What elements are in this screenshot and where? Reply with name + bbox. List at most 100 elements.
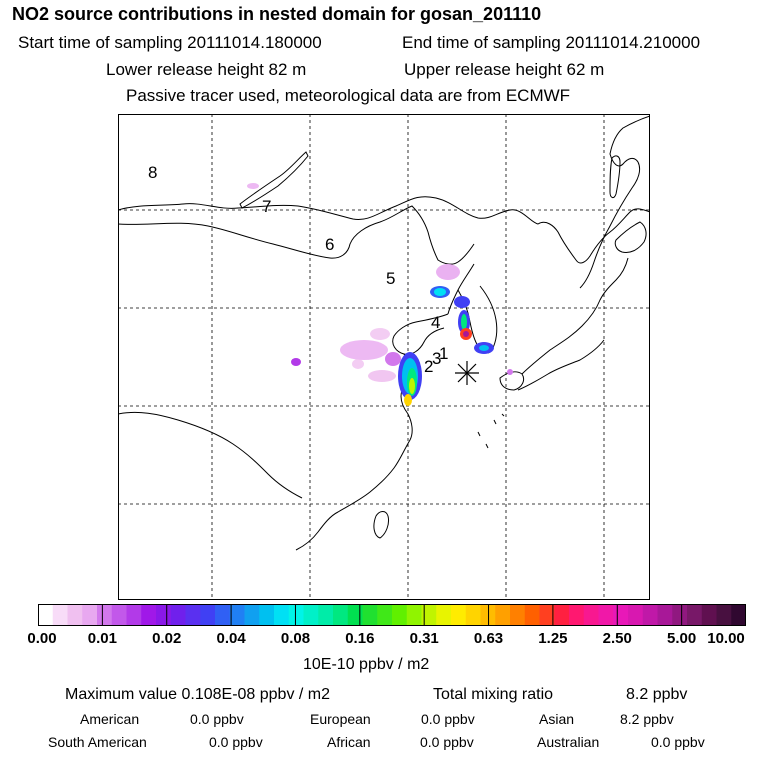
lake-baikal (239, 151, 309, 209)
region-value-asian: 8.2 ppbv (620, 711, 674, 727)
colorbar-swatch (716, 604, 732, 626)
colorbar-tick-label: 0.02 (152, 630, 182, 647)
colorbar-swatch (303, 604, 319, 626)
tracer-note: Passive tracer used, meteorological data… (126, 86, 571, 105)
colorbar-tick-label: 10.00 (707, 630, 745, 647)
colorbar-swatch (495, 604, 511, 626)
russia-far-east-coast (579, 115, 650, 289)
colorbar-swatch (687, 604, 703, 626)
region-name-australian: Australian (537, 734, 600, 750)
colorbar-swatch (583, 604, 599, 626)
map-frame (118, 114, 650, 600)
colorbar (38, 604, 746, 626)
region-name-asian: Asian (539, 711, 575, 727)
colorbar-tick-label: 0.16 (345, 630, 375, 647)
colorbar-swatch (465, 604, 481, 626)
region-label-5: 5 (386, 269, 395, 288)
colorbar-swatch (701, 604, 717, 626)
region-name-south-american: South American (48, 734, 147, 750)
region-name-european: European (310, 711, 371, 727)
colorbar-swatch (333, 604, 349, 626)
colorbar-tick-label: 0.01 (87, 630, 117, 647)
colorbar-swatch (510, 604, 526, 626)
region-label-4: 4 (431, 313, 440, 332)
concentration-plume (247, 183, 513, 406)
total-mixing-label: Total mixing ratio (433, 686, 554, 703)
region-label-3: 3 (432, 349, 441, 368)
taiwan (373, 511, 389, 539)
bohai-coast (392, 313, 449, 355)
colorbar-swatch (52, 604, 68, 626)
colorbar-tick-label: 1.25 (538, 630, 568, 647)
region-value-european: 0.0 ppbv (421, 711, 475, 727)
upper-height-label: Upper release height 62 m (404, 60, 605, 79)
colorbar-tick-label: 0.63 (473, 630, 504, 647)
colorbar-swatch (318, 604, 334, 626)
colorbar-tick-label: 0.08 (280, 630, 311, 647)
mongolia-china-border (118, 205, 475, 265)
colorbar-swatch (111, 604, 127, 626)
colorbar-swatch (421, 604, 437, 626)
colorbar-swatch (244, 604, 260, 626)
colorbar-frame (38, 604, 746, 626)
colorbar-tick-label: 0.31 (409, 630, 439, 647)
region-name-american: American (80, 711, 140, 727)
colorbar-swatch (38, 604, 54, 626)
coastlines-borders (118, 115, 650, 551)
colorbar-swatch (598, 604, 614, 626)
region-label-1: 1 (439, 344, 448, 363)
hokkaido (614, 221, 647, 253)
china-interior-border (118, 411, 303, 499)
colorbar-swatch (731, 604, 746, 626)
colorbar-swatch (377, 604, 393, 626)
colorbar-swatch (642, 604, 658, 626)
colorbar-swatch (436, 604, 452, 626)
colorbar-tick-label: 5.00 (667, 630, 697, 647)
colorbar-swatch (141, 604, 157, 626)
lower-height-label: Lower release height 82 m (106, 60, 307, 79)
colorbar-swatch (672, 604, 688, 626)
region-value-american: 0.0 ppbv (190, 711, 244, 727)
region-value-african: 0.0 ppbv (420, 734, 474, 750)
colorbar-swatch (229, 604, 245, 626)
japan-honshu (521, 257, 629, 375)
colorbar-swatch (524, 604, 540, 626)
region-label-7: 7 (262, 197, 271, 216)
colorbar-swatch (347, 604, 363, 626)
colorbar-swatch (613, 604, 629, 626)
receptor-marker-icon (455, 361, 479, 385)
region-labels: 8 7 6 5 4 3 2 1 (148, 163, 448, 376)
colorbar-swatch (392, 604, 408, 626)
map-panel: 8 7 6 5 4 3 2 1 (118, 114, 650, 600)
region-value-south-american: 0.0 ppbv (209, 734, 263, 750)
colorbar-swatch (215, 604, 231, 626)
colorbar-tick-label: 0.00 (27, 630, 57, 647)
colorbar-swatch (288, 604, 304, 626)
region-label-6: 6 (325, 235, 334, 254)
colorbar-swatch (362, 604, 378, 626)
colorbar-swatch (82, 604, 98, 626)
china-east-coast (295, 353, 413, 551)
region-label-2: 2 (424, 357, 433, 376)
grid-lines (118, 114, 650, 600)
end-time-label: End time of sampling 20111014.210000 (402, 33, 701, 52)
russia-mongolia-border (118, 196, 650, 264)
colorbar-swatch (185, 604, 201, 626)
colorbar-swatch (539, 604, 555, 626)
colorbar-swatch (97, 604, 113, 626)
colorbar-tick-label: 2.50 (602, 630, 632, 647)
colorbar-swatch (170, 604, 186, 626)
colorbar-swatch (628, 604, 644, 626)
colorbar-swatch (480, 604, 496, 626)
colorbar-swatch (554, 604, 570, 626)
colorbar-swatch (259, 604, 275, 626)
colorbar-swatch (274, 604, 290, 626)
colorbar-swatch (67, 604, 83, 626)
colorbar-swatch (451, 604, 467, 626)
region-label-8: 8 (148, 163, 157, 182)
colorbar-unit-label: 10E-10 ppbv / m2 (303, 656, 430, 673)
region-name-african: African (327, 734, 371, 750)
max-value-label: Maximum value 0.108E-08 ppbv / m2 (65, 686, 331, 703)
page-title: NO2 source contributions in nested domai… (12, 4, 542, 24)
colorbar-tick-label: 0.04 (216, 630, 246, 647)
